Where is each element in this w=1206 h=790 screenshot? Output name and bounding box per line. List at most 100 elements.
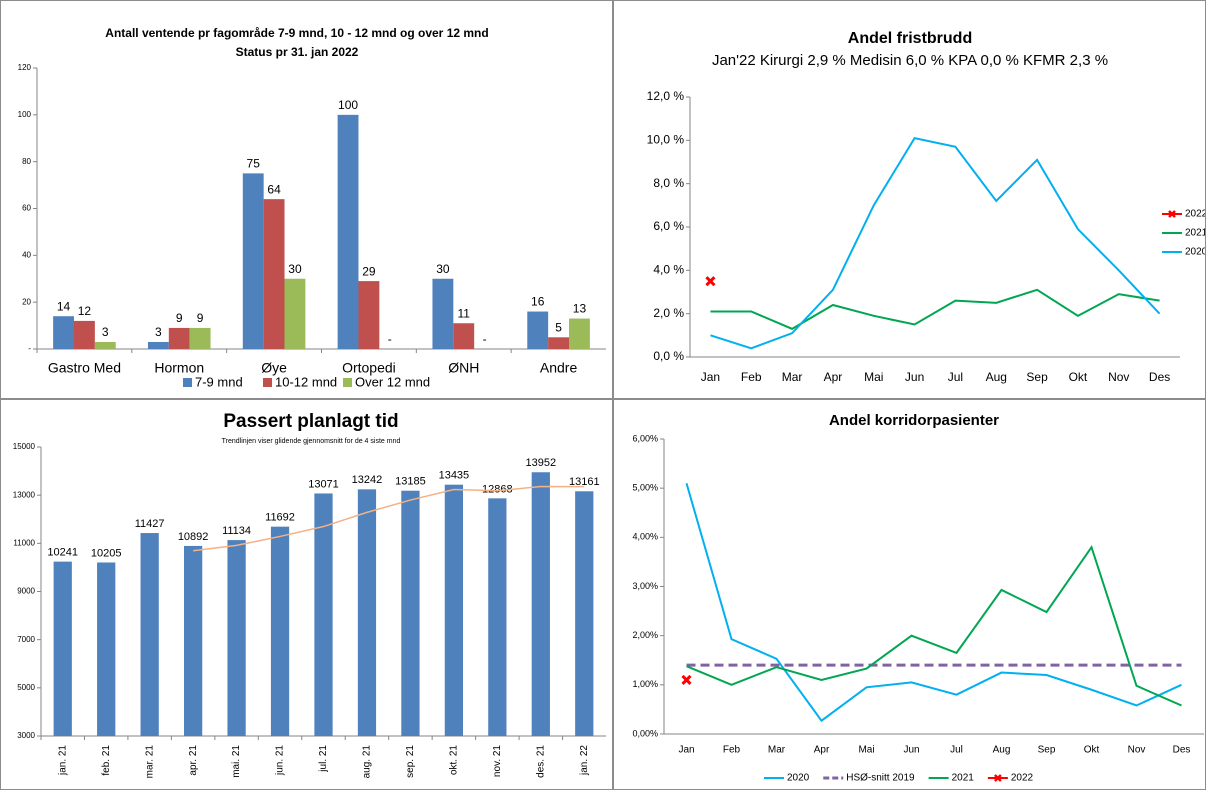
data-label: 30 (288, 262, 302, 276)
y-tick-label: 9000 (17, 587, 35, 596)
chart-subtitle: Status pr 31. jan 2022 (236, 45, 359, 59)
y-tick-label: 20 (22, 297, 31, 306)
x-tick-label: jan. 22 (579, 745, 590, 776)
y-tick-label: 11000 (13, 538, 35, 547)
chart-title: Andel korridorpasienter (829, 412, 999, 429)
legend-label: 2022 (1185, 209, 1205, 220)
legend-swatch (263, 378, 272, 387)
y-tick-label: 3,00% (632, 581, 658, 591)
y-tick-label: 7000 (17, 635, 35, 644)
x-tick-label: Okt (1084, 745, 1100, 756)
legend-label: 2021 (952, 773, 975, 784)
bar (569, 318, 590, 349)
x-tick-label: Jun (905, 370, 924, 384)
legend-label: 7-9 mnd (195, 374, 243, 389)
y-tick-label: 120 (18, 63, 32, 72)
bar (357, 489, 377, 736)
data-label: 13071 (308, 478, 339, 490)
x-tick-label: des. 21 (535, 745, 546, 778)
data-label: 3 (155, 325, 162, 339)
y-tick-label: 4,0 % (653, 263, 684, 277)
x-tick-label: Aug (993, 745, 1011, 756)
bar (314, 493, 333, 736)
x-tick-label: Des (1173, 745, 1191, 756)
data-label: 12868 (482, 483, 513, 495)
bar (284, 278, 306, 349)
data-label: 11134 (222, 525, 251, 537)
bar (337, 114, 359, 349)
chart-title: Passert planlagt tid (223, 411, 398, 432)
y-tick-label: 5,00% (632, 483, 658, 493)
chart-title: Antall ventende pr fagområde 7-9 mnd, 10… (105, 26, 488, 40)
y-tick-label: 4,00% (632, 532, 658, 542)
data-label: 75 (247, 157, 261, 171)
data-label: 100 (338, 98, 358, 112)
y-tick-label: 80 (22, 157, 31, 166)
x-tick-label: Nov (1128, 745, 1146, 756)
panel: Antall ventende pr fagområde 7-9 mnd, 10… (0, 0, 613, 399)
bar (358, 281, 380, 349)
x-tick-label: Gastro Med (48, 360, 121, 376)
x-tick-label: Mar (782, 370, 803, 384)
bar (189, 327, 211, 349)
data-label: 11 (458, 306, 471, 320)
line-series (710, 288, 1160, 330)
x-tick-label: jul. 21 (318, 745, 329, 773)
x-tick-label: mai. 21 (231, 745, 242, 778)
x-tick-label: aug. 21 (362, 745, 373, 779)
bar (73, 320, 95, 349)
bar (575, 491, 594, 736)
panel: Andel fristbrudd Jan'22 Kirurgi 2,9 % Me… (613, 0, 1206, 399)
data-label: 10205 (91, 547, 122, 559)
x-tick-label: Sep (1026, 370, 1048, 384)
data-label: 29 (362, 264, 376, 278)
line-series (686, 544, 1182, 707)
x-tick-label: jan. 21 (57, 745, 68, 776)
data-label: 9 (197, 311, 204, 325)
bar (183, 545, 203, 736)
chart-title: Andel fristbrudd (848, 30, 972, 47)
x-tick-label: feb. 21 (101, 745, 112, 776)
y-tick-label: 6,0 % (653, 219, 684, 233)
x-tick-label: Øye (261, 360, 287, 376)
chart-subtitle: Jan'22 Kirurgi 2,9 % Medisin 6,0 % KPA 0… (712, 52, 1108, 69)
x-tick-label: jun. 21 (275, 745, 286, 776)
bar (168, 327, 190, 349)
y-tick-label: 8,0 % (653, 176, 684, 190)
data-label: - (483, 332, 487, 346)
bar (242, 173, 264, 349)
x-tick-label: Jan (678, 745, 694, 756)
bar (488, 498, 507, 736)
panel: Passert planlagt tid Trendlinjen viser g… (0, 399, 613, 790)
data-label: 16 (531, 295, 545, 309)
legend-label: 2021 (1185, 228, 1205, 239)
data-label: 13242 (352, 474, 383, 486)
data-label: 30 (436, 262, 450, 276)
legend-label: 2020 (1185, 247, 1205, 258)
bar (53, 316, 74, 349)
bar (548, 337, 570, 349)
y-tick-label: - (28, 344, 31, 353)
bar (140, 533, 159, 736)
x-tick-label: Feb (723, 745, 741, 756)
chart: Antall ventende pr fagområde 7-9 mnd, 10… (18, 26, 606, 389)
data-label: 13185 (395, 476, 426, 488)
y-tick-label: 15000 (13, 442, 36, 451)
y-tick-label: 2,0 % (653, 306, 684, 320)
x-tick-label: Jun (903, 745, 919, 756)
data-label: 11692 (265, 512, 295, 524)
legend-label: 2022 (1011, 773, 1034, 784)
bar (432, 278, 454, 349)
marker (681, 674, 692, 685)
y-tick-label: 2,00% (632, 630, 658, 640)
x-tick-label: Des (1149, 370, 1170, 384)
y-tick-label: 0,00% (632, 728, 658, 738)
y-tick-label: 5000 (17, 683, 35, 692)
y-tick-label: 13000 (13, 490, 36, 499)
bar (531, 472, 550, 736)
data-label: 13952 (526, 457, 557, 469)
x-tick-label: Hormon (154, 360, 204, 376)
legend-label: Over 12 mnd (355, 374, 430, 389)
x-tick-label: Feb (741, 370, 762, 384)
data-label: 10241 (47, 547, 78, 559)
